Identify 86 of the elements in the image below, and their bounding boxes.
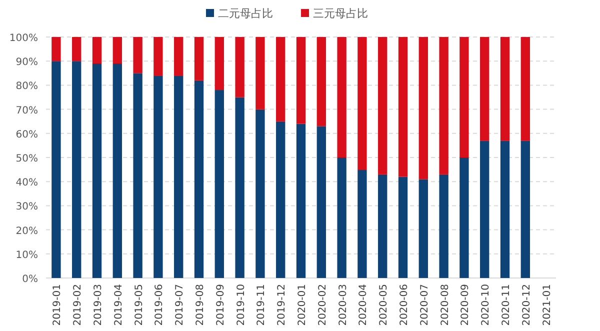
bar [520, 37, 530, 141]
bar [480, 37, 490, 141]
bar [154, 37, 163, 76]
legend-label: 二元母占比 [218, 7, 273, 20]
y-tick-label: 60% [16, 129, 38, 140]
bar [174, 76, 184, 278]
x-tick-label: 2019-10 [236, 284, 247, 326]
bar [418, 179, 428, 278]
bar [378, 37, 388, 174]
bar [174, 37, 184, 76]
bar [194, 37, 204, 80]
x-tick-label: 2019-06 [154, 284, 166, 326]
x-tick-label: 2021-01 [542, 284, 553, 326]
bar [133, 73, 142, 278]
bar [398, 37, 408, 177]
y-tick-label: 30% [16, 202, 38, 213]
x-tick-label: 2020-08 [440, 284, 451, 326]
bar [256, 109, 265, 278]
bar [52, 61, 61, 278]
bar [112, 64, 122, 278]
x-tick-label: 2019-08 [195, 284, 206, 326]
bar [378, 174, 388, 278]
y-tick-label: 70% [16, 105, 38, 116]
x-tick-label: 2019-04 [113, 284, 124, 326]
x-tick-label: 2019-12 [276, 284, 288, 326]
bar [52, 37, 61, 62]
bar [276, 37, 286, 122]
bar [133, 37, 142, 74]
bar [296, 37, 306, 124]
x-tick-label: 2020-01 [297, 284, 308, 326]
bar [214, 90, 224, 278]
x-tick-label: 2019-02 [72, 284, 84, 326]
bar [72, 37, 82, 62]
y-tick-label: 90% [16, 57, 38, 68]
bar [296, 124, 306, 278]
x-tick-label: 2020-07 [419, 284, 430, 326]
y-tick-label: 40% [16, 178, 38, 189]
bar [460, 37, 469, 158]
x-tick-label: 2020-09 [460, 284, 472, 326]
x-tick-label: 2019-03 [93, 284, 104, 326]
bar [520, 140, 530, 278]
x-tick-label: 2020-02 [317, 284, 328, 326]
bar [358, 170, 367, 278]
bar [276, 121, 286, 278]
bar [398, 176, 408, 278]
x-tick-label: 2019-01 [52, 284, 64, 326]
x-tick-label: 2020-12 [521, 284, 532, 326]
x-tick-label: 2020-03 [338, 284, 349, 326]
x-tick-label: 2020-10 [480, 284, 492, 326]
bar [439, 174, 448, 278]
bar [480, 140, 490, 278]
bar [418, 37, 428, 180]
bar [316, 37, 326, 126]
bar [500, 140, 510, 278]
y-tick-label: 80% [16, 81, 38, 92]
y-tick-label: 100% [9, 33, 38, 44]
x-tick-label: 2019-09 [215, 284, 226, 326]
bar [214, 37, 224, 90]
bar [235, 37, 244, 98]
bar [92, 64, 102, 278]
x-tick-label: 2019-07 [174, 284, 186, 326]
y-tick-label: 20% [16, 226, 38, 237]
y-tick-label: 50% [16, 154, 38, 164]
bar [72, 61, 82, 278]
bar [337, 158, 346, 278]
bar [92, 37, 102, 64]
bar [154, 76, 163, 278]
x-tick-label: 2019-11 [256, 284, 268, 326]
x-tick-label: 2020-06 [399, 284, 410, 326]
bar [337, 37, 346, 158]
bar [112, 37, 122, 64]
bar [256, 37, 265, 110]
legend-label: 三元母占比 [313, 7, 368, 20]
bar [235, 97, 244, 278]
y-tick-label: 10% [16, 250, 38, 261]
x-tick-label: 2020-11 [501, 284, 512, 326]
bar [194, 80, 204, 278]
x-tick-label: 2020-04 [358, 284, 370, 326]
bar [358, 37, 367, 170]
x-tick-label: 2020-05 [378, 284, 390, 326]
bar [316, 126, 326, 278]
bar [460, 158, 469, 278]
bar [439, 37, 448, 174]
bar [500, 37, 510, 141]
x-tick-label: 2019-05 [134, 284, 145, 326]
y-tick-label: 0% [22, 274, 38, 285]
